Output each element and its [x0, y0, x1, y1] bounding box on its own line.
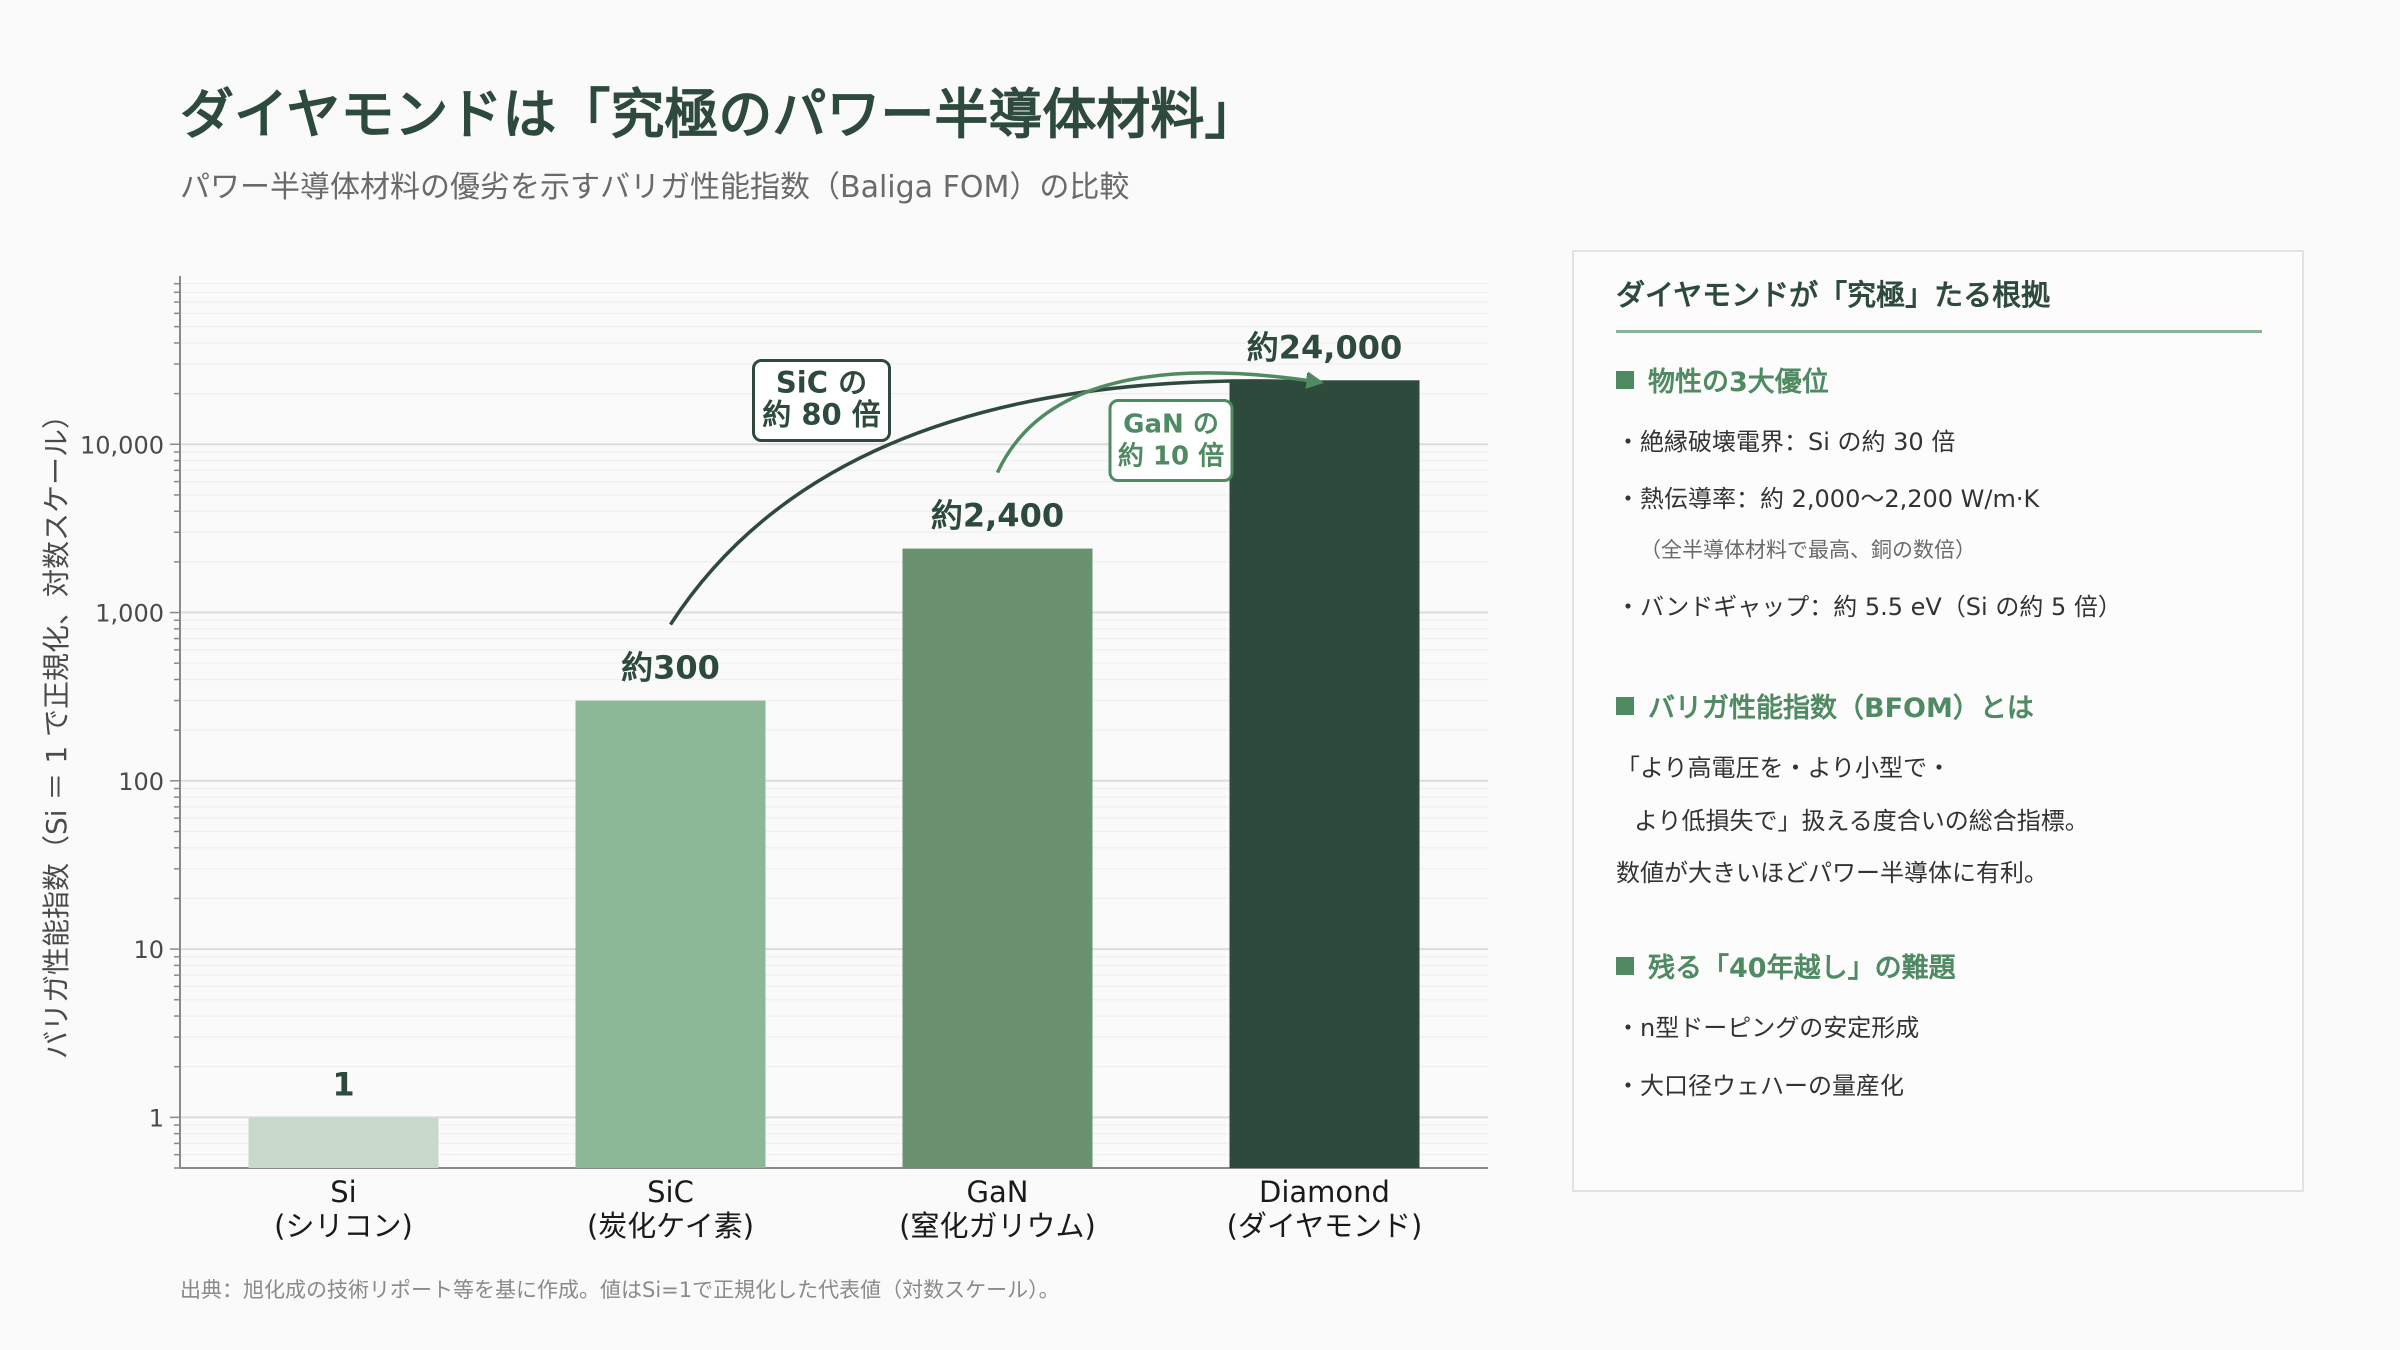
- y-tick-label: 10: [133, 936, 164, 964]
- ratio-callout-text: GaN の: [1123, 410, 1219, 440]
- panel-divider: [1616, 330, 2262, 333]
- bfom-line: より低損失で」扱える度合いの総合指標。: [1634, 807, 2089, 835]
- property-line: ・絶縁破壊電界：Si の約 30 倍: [1616, 428, 1956, 456]
- bar-chart: 1 10 100 1,000 10,000 1 Si(シリコン) 約300 SiC(炭化ケイ素)…: [80, 276, 1488, 1243]
- page-title: ダイヤモンドは「究極のパワー半導体材料」: [180, 83, 1259, 146]
- property-line: ・バンドギャップ：約 5.5 eV（Si の約 5 倍）: [1616, 593, 2122, 621]
- section-heading-properties: 物性の3大優位: [1616, 360, 1829, 399]
- x-tick-label: Si: [330, 1175, 356, 1209]
- y-axis-label: バリガ性能指数（Si ＝ 1 で正規化、対数スケール）: [40, 400, 73, 1060]
- y-tick-label: 10,000: [80, 431, 164, 459]
- property-line: ・熱伝導率：約 2,000〜2,200 W/m·K: [1616, 485, 2040, 513]
- bfom-line: 数値が大きいほどパワー半導体に有利。: [1616, 859, 2048, 887]
- challenge-line: ・n型ドーピングの安定形成: [1616, 1014, 1920, 1042]
- x-tick-sublabel: (ダイヤモンド): [1227, 1209, 1423, 1243]
- data-label: 約2,400: [931, 497, 1064, 535]
- section-heading-challenges: 残る「40年越し」の難題: [1616, 946, 1956, 985]
- y-tick-label: 100: [118, 768, 164, 796]
- y-tick-label: 1,000: [95, 600, 164, 628]
- ratio-callout-text: SiC の: [776, 366, 867, 400]
- square-bullet-icon: [1616, 371, 1634, 389]
- bar: [575, 700, 766, 1168]
- y-tick-label: 1: [149, 1104, 164, 1132]
- section-heading-bfom: バリガ性能指数（BFOM）とは: [1616, 686, 2034, 725]
- ratio-callout-box: [752, 359, 891, 443]
- panel-title: ダイヤモンドが「究極」たる根拠: [1616, 278, 2051, 312]
- x-tick-sublabel: (窒化ガリウム): [899, 1209, 1096, 1243]
- y-axis-label-wrap: バリガ性能指数（Si ＝ 1 で正規化、対数スケール）: [30, 400, 80, 1060]
- x-tick-label: GaN: [967, 1175, 1029, 1209]
- bfom-line: 「より高電圧を・より小型で・: [1616, 754, 1952, 782]
- property-note: （全半導体材料で最高、銅の数倍）: [1640, 538, 1976, 562]
- x-tick-label: SiC: [647, 1175, 694, 1209]
- square-bullet-icon: [1616, 957, 1634, 975]
- data-label: 1: [332, 1065, 354, 1103]
- x-tick-sublabel: (シリコン): [274, 1209, 413, 1243]
- ratio-arrow: [669, 372, 1324, 626]
- source-note: 出典：旭化成の技術リポート等を基に作成。値はSi=1で正規化した代表値（対数スケ…: [180, 1278, 1060, 1302]
- bar: [1229, 380, 1420, 1168]
- x-tick-sublabel: (炭化ケイ素): [587, 1209, 754, 1243]
- x-tick-label: Diamond: [1259, 1175, 1390, 1209]
- rationale-panel: ダイヤモンドが「究極」たる根拠 物性の3大優位 ・絶縁破壊電界：Si の約 30…: [1572, 250, 2304, 1192]
- data-label: 約24,000: [1247, 328, 1403, 366]
- ratio-callout-text: 約 80 倍: [762, 398, 881, 432]
- challenge-line: ・大口径ウェハーの量産化: [1616, 1072, 1904, 1100]
- ratio-callout-text: 約 10 倍: [1118, 441, 1224, 472]
- page-subtitle: パワー半導体材料の優劣を示すバリガ性能指数（Baliga FOM）の比較: [180, 170, 1130, 205]
- bar: [902, 548, 1093, 1168]
- ratio-callout-box: [1108, 399, 1234, 483]
- square-bullet-icon: [1616, 697, 1634, 715]
- data-label: 約300: [621, 649, 720, 687]
- bar: [248, 1117, 439, 1168]
- ratio-arrow: [995, 371, 1324, 474]
